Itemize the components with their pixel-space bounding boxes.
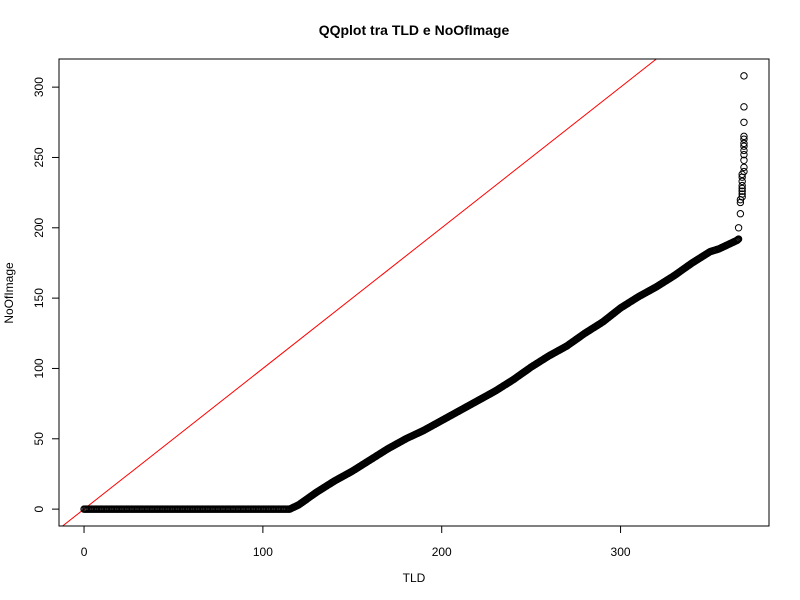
data-point <box>740 103 748 111</box>
data-point <box>738 193 746 201</box>
y-tick-label: 100 <box>32 358 46 378</box>
y-tick-label: 50 <box>32 432 46 446</box>
data-point <box>738 177 746 186</box>
y-tick-label: 250 <box>32 147 46 167</box>
data-point <box>740 118 748 127</box>
plot-frame <box>58 58 770 527</box>
data-point <box>740 132 748 141</box>
data-point <box>740 146 748 155</box>
data-point <box>734 235 743 243</box>
x-tick-label: 300 <box>611 545 631 559</box>
data-point <box>740 139 748 148</box>
x-tick-label: 100 <box>253 545 273 559</box>
y-tick-label: 200 <box>32 217 46 237</box>
data-point <box>734 224 743 232</box>
y-axis: 0 50 100 150 200 250 300 <box>32 77 60 512</box>
data-point <box>740 163 748 172</box>
x-tick-label: 200 <box>432 545 452 559</box>
data-points <box>80 72 748 513</box>
x-tick-label: 0 <box>81 545 88 559</box>
data-point <box>738 184 746 193</box>
y-axis-label: NoOfImage <box>2 262 16 324</box>
x-axis: 0 100 200 300 <box>81 525 631 559</box>
data-point <box>740 156 748 164</box>
data-point <box>740 135 748 143</box>
data-point <box>738 187 746 195</box>
data-point <box>740 142 748 150</box>
data-point <box>738 181 746 190</box>
data-point <box>740 72 748 80</box>
data-point <box>738 190 746 198</box>
data-point <box>736 210 745 218</box>
data-point <box>740 150 748 159</box>
y-tick-label: 0 <box>32 505 46 512</box>
x-axis-label: TLD <box>403 571 426 585</box>
chart-title: QQplot tra TLD e NoOfImage <box>319 22 510 38</box>
y-tick-label: 150 <box>32 288 46 308</box>
y-tick-label: 300 <box>32 77 46 97</box>
data-point <box>740 167 748 176</box>
